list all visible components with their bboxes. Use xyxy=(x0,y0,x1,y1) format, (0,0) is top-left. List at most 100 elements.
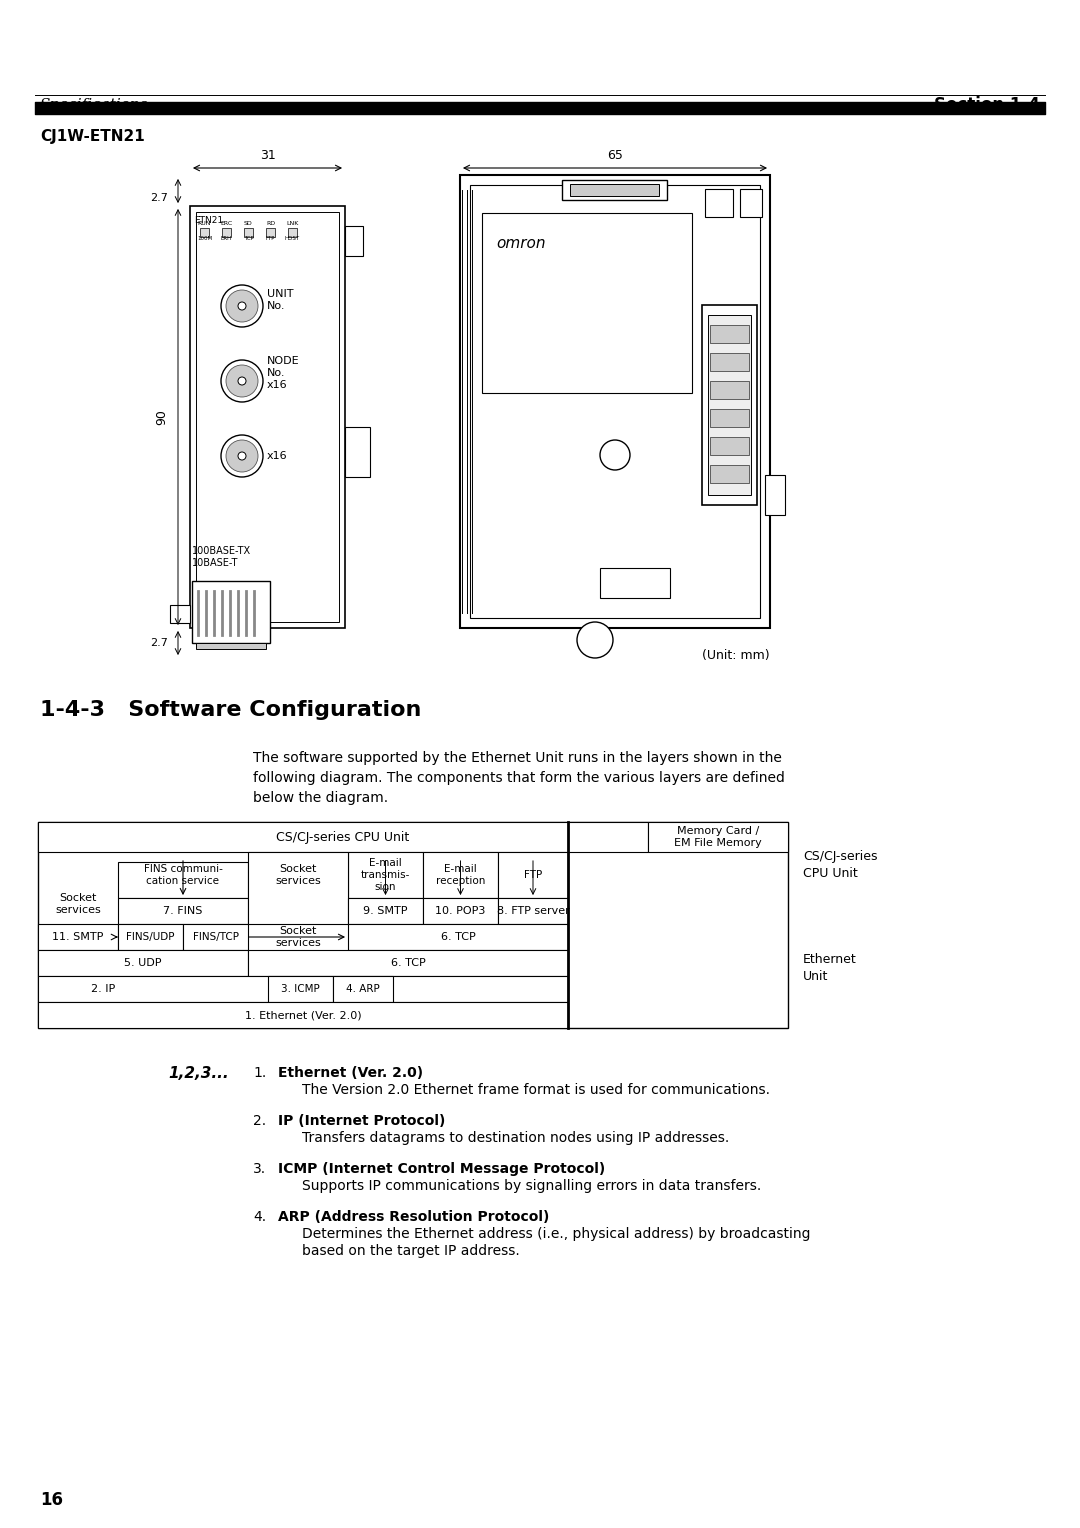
Bar xyxy=(498,853,568,898)
Bar xyxy=(38,976,568,1002)
Bar xyxy=(170,605,190,623)
Text: NODE
No.
x16: NODE No. x16 xyxy=(267,356,299,390)
Text: 4.: 4. xyxy=(253,1210,266,1224)
Bar xyxy=(423,853,498,898)
Circle shape xyxy=(238,452,246,460)
Text: E-mail
reception: E-mail reception xyxy=(436,863,485,886)
Text: FINS communi-
cation service: FINS communi- cation service xyxy=(144,863,222,886)
Bar xyxy=(118,862,248,898)
Circle shape xyxy=(238,377,246,385)
Circle shape xyxy=(226,365,258,397)
Bar xyxy=(710,437,750,455)
Text: 90: 90 xyxy=(156,410,168,425)
Circle shape xyxy=(600,440,630,471)
Text: LNK: LNK xyxy=(286,222,299,226)
Bar xyxy=(38,822,788,1028)
Bar xyxy=(348,898,423,924)
Text: FINS/UDP: FINS/UDP xyxy=(126,932,175,941)
Text: FTP: FTP xyxy=(266,235,275,241)
Bar xyxy=(38,1002,568,1028)
Text: Ethernet
Unit: Ethernet Unit xyxy=(804,953,856,983)
Text: RD: RD xyxy=(266,222,275,226)
Text: CS/CJ-series
CPU Unit: CS/CJ-series CPU Unit xyxy=(804,850,877,880)
Bar xyxy=(702,306,757,504)
Text: FTP: FTP xyxy=(524,869,542,880)
Text: 7. FINS: 7. FINS xyxy=(163,906,203,915)
Bar xyxy=(222,228,231,237)
Bar xyxy=(248,853,348,924)
Text: (Unit: mm): (Unit: mm) xyxy=(702,648,770,662)
Text: 65: 65 xyxy=(607,150,623,162)
Text: 16: 16 xyxy=(40,1491,63,1510)
Text: Determines the Ethernet address (i.e., physical address) by broadcasting: Determines the Ethernet address (i.e., p… xyxy=(302,1227,810,1241)
Bar xyxy=(470,185,760,617)
Bar xyxy=(600,568,670,597)
Circle shape xyxy=(226,290,258,322)
Text: 6. TCP: 6. TCP xyxy=(391,958,426,969)
Text: following diagram. The components that form the various layers are defined: following diagram. The components that f… xyxy=(253,772,785,785)
Circle shape xyxy=(221,361,264,402)
Text: 100M: 100M xyxy=(197,235,212,241)
Circle shape xyxy=(221,286,264,327)
Text: E-mail
transmis-
sion: E-mail transmis- sion xyxy=(361,857,410,892)
Bar xyxy=(348,853,423,898)
Bar xyxy=(192,581,270,643)
Bar xyxy=(248,950,568,976)
Bar xyxy=(648,822,788,853)
Bar xyxy=(118,898,248,924)
Bar xyxy=(705,189,733,217)
Circle shape xyxy=(577,622,613,659)
Text: Socket
services: Socket services xyxy=(275,863,321,886)
Circle shape xyxy=(221,435,264,477)
Text: SD: SD xyxy=(244,222,253,226)
Text: ICMP (Internet Control Message Protocol): ICMP (Internet Control Message Protocol) xyxy=(278,1161,605,1177)
Bar xyxy=(708,315,751,495)
Bar xyxy=(348,924,568,950)
Text: The Version 2.0 Ethernet frame format is used for communications.: The Version 2.0 Ethernet frame format is… xyxy=(302,1083,770,1097)
Text: TCP: TCP xyxy=(244,235,254,241)
Text: 2.: 2. xyxy=(253,1114,266,1128)
Text: 3. ICMP: 3. ICMP xyxy=(281,984,320,995)
Bar xyxy=(195,212,339,622)
Bar xyxy=(460,176,770,628)
Bar xyxy=(498,898,568,924)
Text: FINS/TCP: FINS/TCP xyxy=(192,932,239,941)
Bar xyxy=(740,189,762,217)
Text: ETN21: ETN21 xyxy=(194,215,224,225)
Bar xyxy=(345,426,370,477)
Bar xyxy=(562,180,667,200)
Text: Socket
services: Socket services xyxy=(275,926,321,949)
Bar xyxy=(765,475,785,515)
Text: ERC: ERC xyxy=(220,222,232,226)
Text: Specifications: Specifications xyxy=(40,98,149,112)
Bar xyxy=(288,228,297,237)
Text: based on the target IP address.: based on the target IP address. xyxy=(302,1244,519,1258)
Bar xyxy=(244,228,253,237)
Bar xyxy=(570,183,659,196)
Text: Socket
services: Socket services xyxy=(55,892,100,915)
Text: 6. TCP: 6. TCP xyxy=(441,932,475,941)
Text: 10. POP3: 10. POP3 xyxy=(435,906,486,915)
Bar xyxy=(200,228,210,237)
Text: 3.: 3. xyxy=(253,1161,266,1177)
Circle shape xyxy=(226,440,258,472)
Text: 8. FTP server: 8. FTP server xyxy=(497,906,569,915)
Circle shape xyxy=(238,303,246,310)
Text: 100BASE-TX: 100BASE-TX xyxy=(192,545,252,556)
Text: 10BASE-T: 10BASE-T xyxy=(192,558,239,568)
Text: Section 1-4: Section 1-4 xyxy=(934,96,1040,115)
Text: x16: x16 xyxy=(267,451,287,461)
Text: RUN: RUN xyxy=(198,222,212,226)
Bar xyxy=(38,950,248,976)
Text: CS/CJ-series CPU Unit: CS/CJ-series CPU Unit xyxy=(276,831,409,843)
Bar xyxy=(195,643,266,649)
Bar xyxy=(710,465,750,483)
Bar xyxy=(423,898,498,924)
Text: 2.7: 2.7 xyxy=(150,193,168,203)
Text: 31: 31 xyxy=(259,150,275,162)
Text: 1.: 1. xyxy=(253,1067,267,1080)
Text: The software supported by the Ethernet Unit runs in the layers shown in the: The software supported by the Ethernet U… xyxy=(253,750,782,766)
Bar xyxy=(482,212,692,393)
Text: ARP (Address Resolution Protocol): ARP (Address Resolution Protocol) xyxy=(278,1210,550,1224)
Bar xyxy=(710,410,750,426)
